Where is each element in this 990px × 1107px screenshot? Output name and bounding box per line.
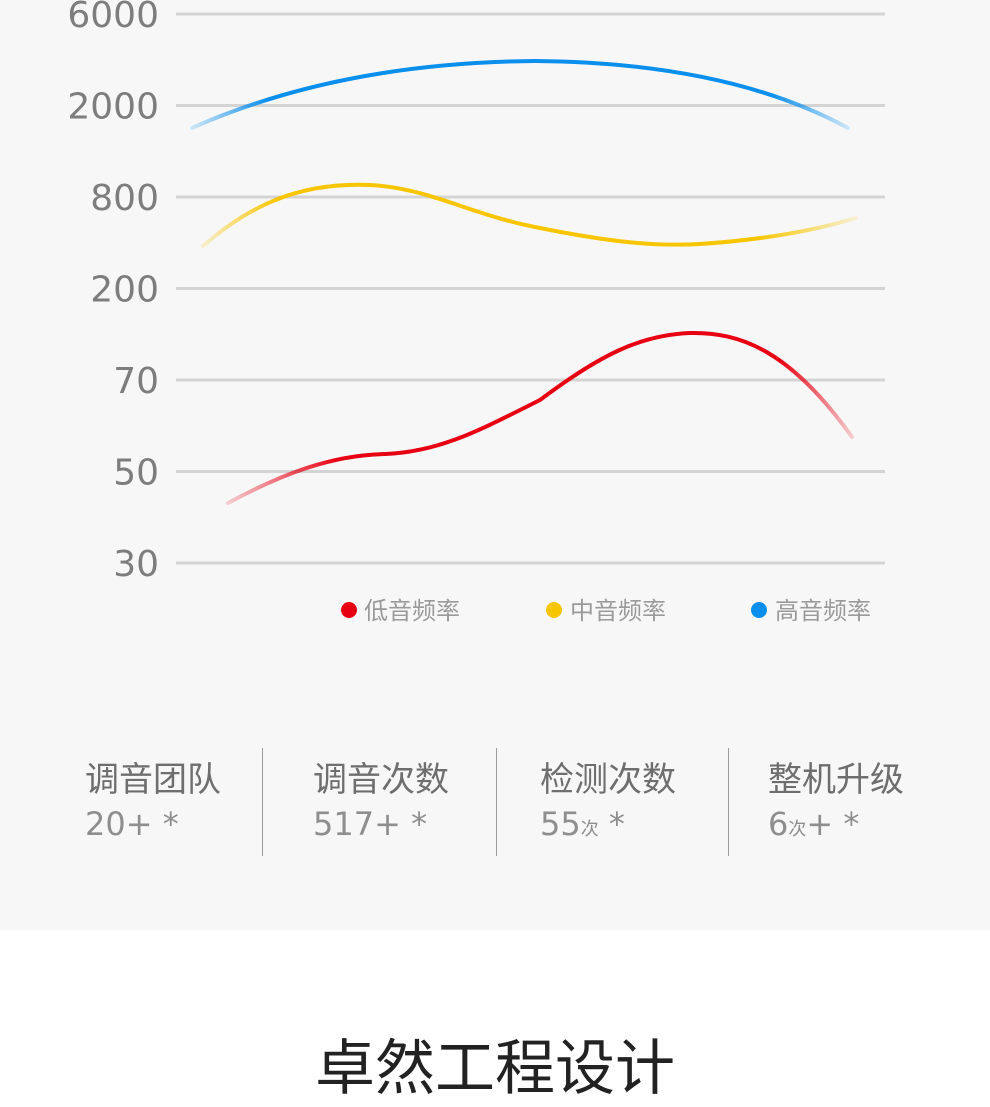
series-line-high — [190, 58, 850, 130]
y-tick-label: 200 — [90, 270, 159, 311]
stat-divider — [728, 748, 729, 856]
stat-label: 整机升级 — [768, 760, 904, 800]
stat-tuning-team: 调音团队 20+ * — [85, 748, 221, 856]
series-line-mid — [201, 182, 858, 248]
y-tick-label: 2000 — [67, 87, 159, 128]
chart-panel: 6000 2000 800 200 70 50 30 低音频率 中音频率 高音频率 调音团队… — [0, 0, 990, 856]
stat-value: 517+ * — [313, 805, 428, 843]
legend-label-low: 低音频率 — [364, 597, 460, 625]
stat-value: 55次 * — [540, 805, 625, 843]
stat-tuning-count: 调音次数 517+ * — [313, 748, 449, 856]
legend-item-mid: 中音频率 — [546, 597, 666, 625]
y-tick-label: 50 — [113, 453, 159, 494]
frequency-chart: 6000 2000 800 200 70 50 30 低音频率 中音频率 高音频率 — [67, 0, 885, 625]
stat-label: 调音团队 — [85, 760, 221, 800]
section-title: 卓然工程设计 — [315, 1034, 675, 1104]
stats-row: 调音团队 20+ * 调音次数 517+ * 检测次数 55次 * 整机升级 6… — [0, 748, 990, 856]
y-tick-label: 30 — [113, 544, 159, 585]
stat-test-count: 检测次数 55次 * — [540, 748, 676, 856]
stat-value: 20+ * — [85, 805, 179, 843]
y-tick-label: 800 — [90, 178, 159, 219]
stat-value: 6次+ * — [768, 805, 860, 843]
stat-divider — [262, 748, 263, 856]
legend-item-high: 高音频率 — [751, 597, 871, 625]
legend: 低音频率 中音频率 高音频率 — [341, 597, 871, 625]
stat-divider — [496, 748, 497, 856]
legend-label-mid: 中音频率 — [570, 597, 666, 625]
stat-upgrade: 整机升级 6次+ * — [768, 748, 904, 856]
legend-item-low: 低音频率 — [341, 597, 460, 625]
stat-label: 检测次数 — [540, 760, 676, 800]
y-tick-label: 70 — [113, 361, 159, 402]
series-line-low — [226, 330, 854, 505]
stat-label: 调音次数 — [313, 760, 449, 800]
y-tick-label: 6000 — [67, 0, 159, 36]
legend-dot-mid — [546, 602, 562, 618]
legend-dot-low — [341, 602, 357, 618]
legend-dot-high — [751, 602, 767, 618]
legend-label-high: 高音频率 — [775, 597, 871, 625]
